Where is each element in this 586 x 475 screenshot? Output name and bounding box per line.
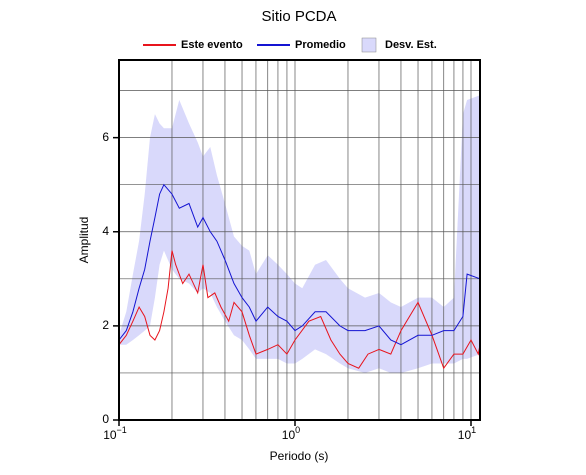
chart-title: Sitio PCDA bbox=[261, 8, 336, 25]
x-tick-label: 100 bbox=[282, 425, 300, 442]
y-tick-label: 0 bbox=[102, 412, 109, 426]
data-line bbox=[118, 250, 481, 370]
y-tick-label: 2 bbox=[102, 318, 109, 332]
legend-label: Promedio bbox=[295, 39, 346, 51]
x-tick-label: 101 bbox=[458, 425, 476, 442]
x-axis-label: Periodo (s) bbox=[270, 449, 329, 463]
plot-frame bbox=[118, 59, 481, 421]
y-tick-label: 6 bbox=[102, 130, 109, 144]
x-tick-exponent: −1 bbox=[117, 425, 127, 435]
legend-swatch bbox=[361, 37, 377, 53]
x-tick-label: 10−1 bbox=[103, 425, 127, 442]
x-tick-exponent: 0 bbox=[295, 425, 300, 435]
data-line bbox=[118, 183, 481, 346]
y-tick-label: 4 bbox=[102, 224, 109, 238]
y-axis-label: Amplitud bbox=[77, 217, 91, 264]
x-tick-exponent: 1 bbox=[471, 425, 476, 435]
std-band bbox=[119, 95, 480, 373]
legend-label: Desv. Est. bbox=[385, 39, 437, 51]
legend-label: Este evento bbox=[181, 39, 243, 51]
